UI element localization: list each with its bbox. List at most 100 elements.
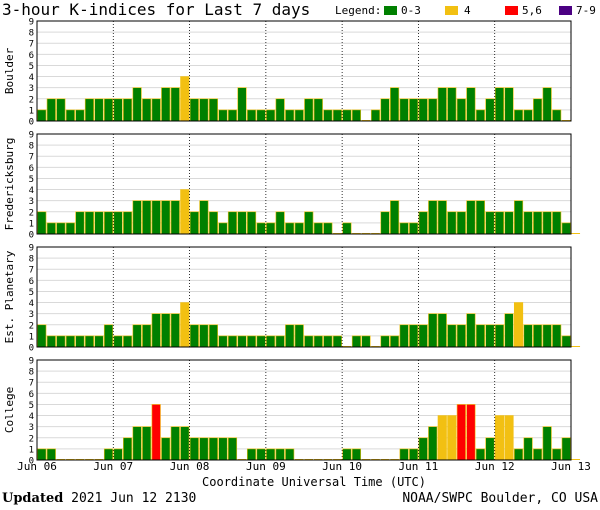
- kp-bar: [380, 335, 390, 348]
- y-tick-label: 8: [29, 142, 34, 152]
- kp-bar: [323, 109, 333, 122]
- kp-bar: [523, 109, 533, 122]
- kp-bar: [189, 437, 199, 461]
- kp-bar: [189, 211, 199, 235]
- y-tick-label: 0: [29, 457, 34, 467]
- y-tick-label: 4: [29, 186, 34, 196]
- kp-bar: [132, 426, 142, 461]
- kp-bar: [142, 426, 152, 461]
- kp-bar: [46, 335, 56, 348]
- y-tick-label: 5: [29, 175, 34, 185]
- kp-bar: [390, 87, 400, 122]
- kp-bar: [456, 404, 466, 461]
- y-tick-label: 9: [29, 18, 34, 28]
- y-tick-label: 3: [29, 423, 34, 433]
- kp-bar: [294, 222, 304, 235]
- y-tick-label: 1: [29, 219, 34, 229]
- kp-bar: [533, 448, 543, 461]
- y-tick-label: 5: [29, 401, 34, 411]
- y-tick-label: 7: [29, 266, 34, 276]
- kp-bar: [313, 335, 323, 348]
- y-tick-label: 2: [29, 434, 34, 444]
- kp-bar: [351, 448, 362, 461]
- kp-bar: [447, 87, 457, 122]
- y-tick-label: 6: [29, 164, 34, 174]
- kp-bar: [266, 448, 276, 461]
- kp-bar: [304, 211, 314, 235]
- kp-bar: [494, 324, 505, 348]
- kp-bar: [418, 324, 428, 348]
- kp-bar: [208, 211, 218, 235]
- kp-bar: [542, 211, 552, 235]
- kp-bar: [485, 437, 495, 461]
- kp-bar: [485, 324, 495, 348]
- kp-bar: [227, 211, 238, 235]
- kp-bar: [523, 211, 533, 235]
- kp-bar: [103, 98, 114, 122]
- kp-bar: [56, 98, 66, 122]
- y-tick-label: 2: [29, 321, 34, 331]
- kp-bar: [323, 222, 333, 235]
- panel-label: Est. Planetary: [3, 250, 16, 343]
- kp-bar: [285, 109, 295, 122]
- kp-bar: [275, 98, 285, 122]
- y-tick-label: 3: [29, 84, 34, 94]
- kp-bar: [256, 448, 266, 461]
- y-tick-label: 3: [29, 310, 34, 320]
- kp-bar: [533, 324, 543, 348]
- kp-bar: [294, 324, 304, 348]
- kp-bar: [113, 448, 123, 461]
- kp-bar: [494, 415, 505, 461]
- kp-bar: [56, 222, 66, 235]
- kp-bar: [37, 324, 47, 348]
- kp-bar: [103, 448, 114, 461]
- x-tick-label: Jun 13: [551, 460, 591, 473]
- kp-bar: [180, 426, 190, 461]
- kp-bar: [447, 415, 457, 461]
- kp-bar: [75, 109, 85, 122]
- kp-bar: [332, 335, 342, 348]
- kp-bar: [227, 335, 238, 348]
- kp-bar: [142, 98, 152, 122]
- kp-bar: [132, 324, 142, 348]
- kp-bar: [466, 404, 476, 461]
- kp-bar: [103, 211, 114, 235]
- kp-bar: [113, 335, 123, 348]
- y-tick-label: 0: [29, 344, 34, 354]
- kp-bar: [170, 200, 180, 235]
- kp-bar: [123, 335, 133, 348]
- kp-bar: [256, 222, 266, 235]
- kp-bar: [65, 222, 75, 235]
- kp-bar: [399, 448, 409, 461]
- y-tick-label: 7: [29, 379, 34, 389]
- kp-bar: [285, 448, 295, 461]
- kp-bar: [428, 98, 438, 122]
- legend-swatch-green: [384, 6, 397, 15]
- kp-bar: [552, 324, 562, 348]
- legend-text-0-3: 0-3: [401, 4, 421, 17]
- legend-text-7-9: 7-9: [576, 4, 596, 17]
- y-tick-label: 0: [29, 118, 34, 128]
- kp-bar: [151, 404, 161, 461]
- kp-bar: [189, 324, 199, 348]
- kp-bar: [132, 200, 142, 235]
- kp-bar: [428, 426, 438, 461]
- kp-bar: [142, 200, 152, 235]
- kp-bar: [418, 437, 428, 461]
- x-tick-label: Jun 06: [17, 460, 57, 473]
- x-tick-label: Jun 07: [93, 460, 133, 473]
- kp-bar: [475, 109, 485, 122]
- kp-bar: [170, 426, 180, 461]
- y-tick-label: 7: [29, 40, 34, 50]
- y-tick-label: 6: [29, 277, 34, 287]
- kp-bar: [533, 98, 543, 122]
- kp-bar: [94, 211, 104, 235]
- kp-bar: [342, 448, 352, 461]
- kp-bar: [466, 200, 476, 235]
- kp-bar: [466, 87, 476, 122]
- kp-bar: [266, 335, 276, 348]
- y-tick-label: 5: [29, 62, 34, 72]
- y-tick-label: 9: [29, 131, 34, 141]
- kp-bar: [561, 335, 571, 348]
